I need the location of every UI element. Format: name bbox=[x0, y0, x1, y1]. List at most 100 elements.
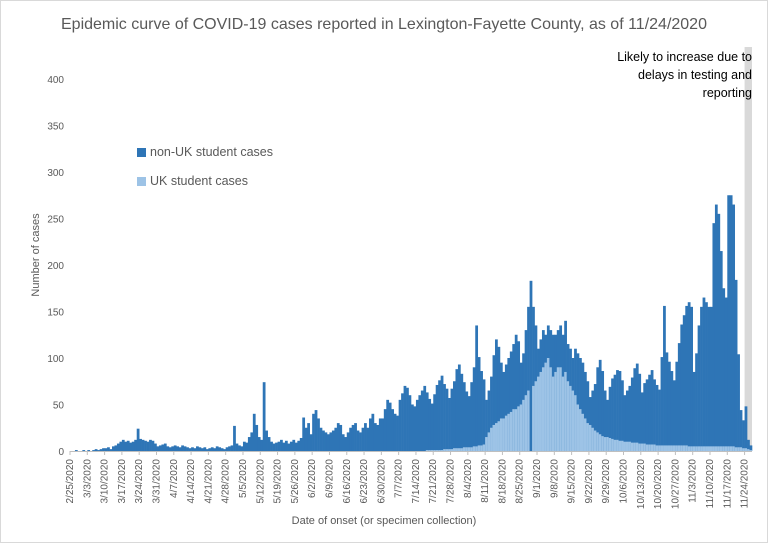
bar-non-uk bbox=[218, 447, 222, 451]
bar-uk bbox=[527, 390, 530, 451]
bar-uk bbox=[640, 443, 644, 451]
bar-uk bbox=[680, 445, 684, 451]
x-tick-label: 8/25/2020 bbox=[515, 459, 526, 504]
bar-non-uk bbox=[467, 396, 471, 451]
bar-non-uk bbox=[667, 361, 671, 451]
bar-non-uk bbox=[729, 195, 733, 451]
bar-non-uk bbox=[670, 371, 674, 451]
bar-non-uk bbox=[230, 445, 234, 451]
bar-non-uk bbox=[280, 439, 283, 451]
bar-uk bbox=[559, 367, 563, 451]
bar-uk bbox=[737, 447, 740, 451]
bar-uk bbox=[492, 424, 496, 451]
y-tick-label: 400 bbox=[47, 75, 64, 86]
bar-non-uk bbox=[284, 440, 288, 451]
bar-uk bbox=[747, 449, 750, 451]
bar-uk bbox=[596, 432, 600, 451]
bar-non-uk bbox=[116, 443, 120, 451]
legend-label-non-uk: non-UK student cases bbox=[150, 145, 273, 159]
bar-uk bbox=[643, 443, 647, 451]
bar-non-uk bbox=[309, 434, 313, 451]
bar-non-uk bbox=[282, 442, 286, 451]
bar-non-uk bbox=[695, 353, 698, 451]
bar-non-uk bbox=[317, 418, 320, 451]
x-tick-label: 6/30/2020 bbox=[376, 459, 387, 504]
bar-non-uk bbox=[292, 439, 296, 451]
bar-non-uk bbox=[304, 427, 308, 451]
bar-non-uk bbox=[455, 369, 459, 451]
bar-uk bbox=[467, 447, 471, 451]
bar-non-uk bbox=[210, 447, 214, 451]
bar-uk bbox=[606, 437, 609, 451]
bar-non-uk bbox=[457, 364, 461, 451]
bar-non-uk bbox=[717, 213, 721, 451]
bar-non-uk bbox=[611, 378, 614, 451]
bar-uk bbox=[534, 381, 538, 451]
bar-non-uk bbox=[307, 423, 310, 451]
x-tick-label: 11/24/2020 bbox=[740, 459, 751, 509]
bar-non-uk bbox=[492, 355, 496, 451]
bar-uk bbox=[475, 446, 479, 451]
bar-uk bbox=[665, 445, 669, 451]
x-tick-label: 9/29/2020 bbox=[601, 459, 612, 504]
bar-non-uk bbox=[277, 441, 281, 451]
bar-non-uk bbox=[613, 374, 617, 451]
x-tick-label: 4/28/2020 bbox=[221, 459, 232, 504]
bar-uk bbox=[722, 446, 726, 451]
bar-uk bbox=[465, 447, 469, 451]
bar-uk bbox=[667, 445, 671, 451]
bar-non-uk bbox=[398, 399, 402, 451]
bar-uk bbox=[544, 362, 548, 451]
bar-non-uk bbox=[272, 443, 276, 451]
bar-non-uk bbox=[411, 404, 414, 451]
bar-non-uk bbox=[228, 446, 231, 451]
bar-uk bbox=[512, 409, 516, 451]
legend-label-uk: UK student cases bbox=[150, 174, 248, 188]
bar-non-uk bbox=[205, 449, 209, 451]
bar-non-uk bbox=[739, 410, 743, 451]
bar-non-uk bbox=[188, 448, 192, 451]
bar-non-uk bbox=[220, 448, 224, 451]
bar-uk bbox=[433, 450, 437, 451]
bar-uk bbox=[608, 437, 612, 451]
bar-non-uk bbox=[497, 346, 501, 451]
bar-uk bbox=[630, 442, 634, 451]
bar-uk bbox=[499, 418, 503, 451]
x-tick-label: 6/16/2020 bbox=[342, 459, 353, 504]
bar-uk bbox=[507, 413, 511, 451]
bar-non-uk bbox=[381, 418, 385, 451]
bar-uk bbox=[571, 390, 575, 451]
bar-non-uk bbox=[413, 406, 417, 451]
bar-non-uk bbox=[724, 297, 728, 451]
bar-non-uk bbox=[252, 413, 256, 451]
bar-non-uk bbox=[705, 302, 708, 451]
bar-uk bbox=[435, 450, 439, 451]
bar-uk bbox=[588, 424, 592, 451]
bar-non-uk bbox=[242, 441, 246, 451]
bar-non-uk bbox=[322, 430, 325, 451]
bar-non-uk bbox=[628, 385, 632, 451]
bar-uk bbox=[532, 385, 535, 451]
bar-uk bbox=[551, 376, 555, 451]
note-line-2: delays in testing and bbox=[638, 68, 752, 82]
bar-uk bbox=[650, 444, 654, 451]
bar-non-uk bbox=[146, 441, 150, 451]
bar-non-uk bbox=[393, 413, 397, 451]
x-tick-label: 6/9/2020 bbox=[324, 459, 335, 498]
bar-non-uk bbox=[324, 432, 328, 451]
bar-uk bbox=[621, 440, 624, 451]
bar-uk bbox=[524, 395, 528, 451]
bar-uk bbox=[623, 441, 627, 451]
x-tick-label: 3/10/2020 bbox=[100, 459, 111, 504]
bar-non-uk bbox=[579, 358, 582, 451]
bar-non-uk bbox=[485, 399, 488, 451]
bar-non-uk bbox=[213, 448, 217, 451]
x-tick-label: 5/5/2020 bbox=[238, 459, 249, 498]
bar-non-uk bbox=[401, 393, 404, 451]
bar-non-uk bbox=[638, 373, 642, 451]
bar-uk bbox=[670, 445, 674, 451]
bar-non-uk bbox=[687, 302, 691, 451]
bar-uk bbox=[522, 399, 525, 451]
bar-uk bbox=[653, 444, 656, 451]
bar-non-uk bbox=[233, 425, 236, 451]
